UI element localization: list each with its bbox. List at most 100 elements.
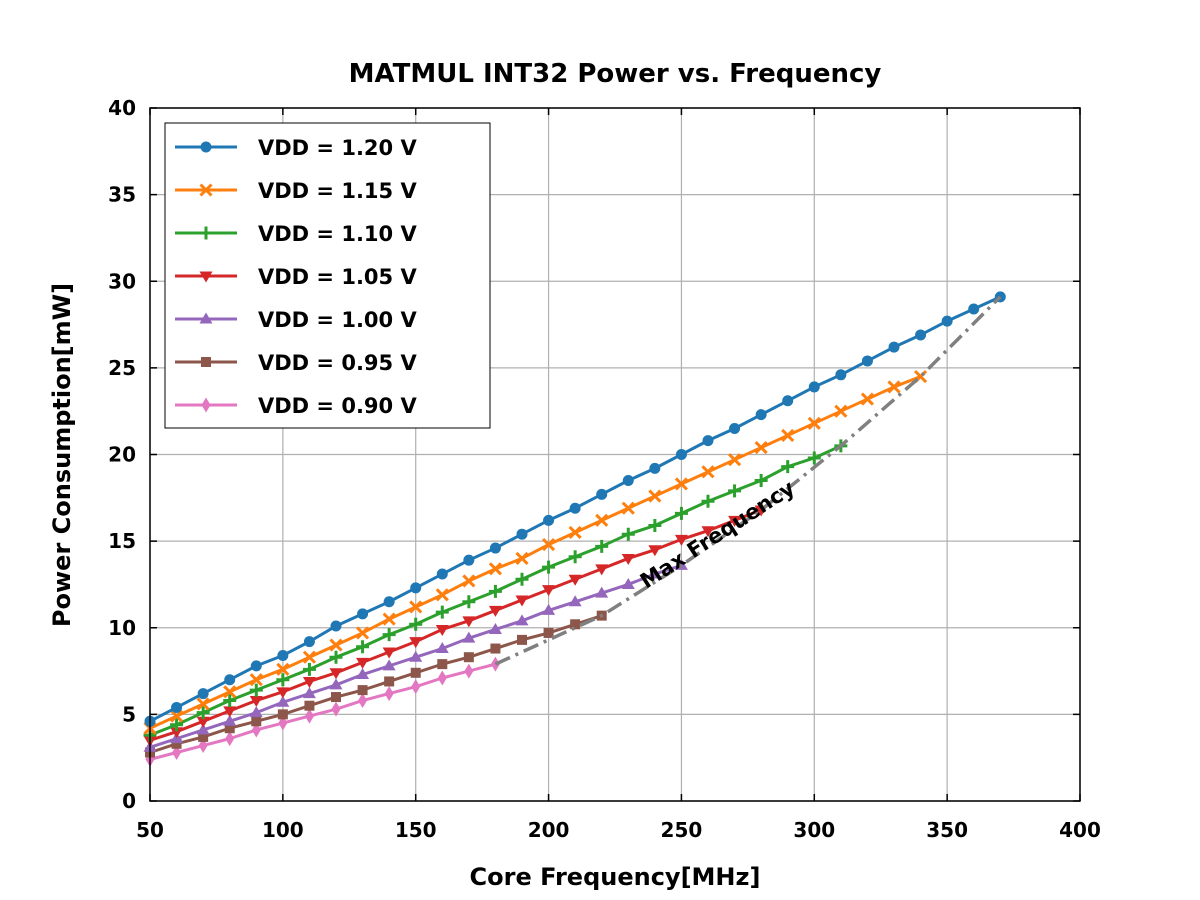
data-point (542, 560, 556, 574)
data-point (489, 542, 501, 554)
data-point (861, 355, 873, 367)
data-point (808, 381, 820, 393)
legend: VDD = 1.20 V VDD = 1.15 V VDD = 1.10 V VDD … (164, 122, 491, 429)
data-point (224, 723, 235, 734)
data-point (249, 683, 263, 697)
legend-item: VDD = 1.00 V (175, 308, 417, 332)
x-tick-label: 150 (395, 818, 437, 842)
data-point (488, 605, 502, 617)
legend-item: VDD = 1.15 V (175, 179, 417, 203)
data-point (568, 550, 582, 564)
data-point (329, 638, 343, 652)
data-point (515, 595, 529, 607)
y-tick-label: 30 (108, 269, 136, 293)
data-point (701, 465, 715, 479)
data-point (515, 614, 529, 626)
data-point (435, 605, 449, 619)
data-point (224, 674, 236, 686)
data-point (754, 473, 768, 487)
y-tick-label: 20 (108, 443, 136, 467)
data-point (383, 596, 395, 608)
data-point (888, 341, 900, 353)
data-point (516, 528, 528, 540)
data-point (223, 714, 237, 726)
x-tick-label: 100 (262, 818, 304, 842)
data-point (225, 731, 235, 747)
data-point (701, 494, 715, 508)
data-point (277, 649, 289, 661)
data-point (276, 673, 290, 687)
data-point (302, 650, 316, 664)
data-point (171, 701, 183, 713)
data-point (515, 551, 529, 566)
data-point (834, 404, 848, 418)
y-axis-label: Power Consumption[mW] (48, 283, 76, 627)
data-point (595, 564, 609, 576)
data-point (249, 696, 263, 708)
plot-frame (149, 107, 1081, 802)
data-point (729, 423, 741, 435)
data-point (276, 695, 290, 707)
data-point (276, 662, 290, 676)
series-120 (144, 291, 1006, 727)
data-point (304, 708, 314, 724)
data-point (648, 545, 662, 557)
data-point (331, 692, 341, 703)
legend-marker (199, 271, 213, 283)
data-point (410, 667, 421, 678)
data-point (621, 553, 635, 565)
legend-label: VDD = 1.10 V (258, 222, 417, 246)
data-point (674, 506, 688, 520)
data-point (488, 584, 502, 598)
data-point (382, 628, 396, 642)
data-point (329, 678, 343, 690)
data-point (251, 716, 262, 727)
data-point (568, 574, 582, 586)
legend-label: VDD = 1.05 V (258, 265, 417, 289)
data-point (702, 435, 714, 447)
data-point (276, 687, 290, 699)
data-point (411, 679, 421, 695)
series-090 (145, 656, 500, 767)
series-line (149, 662, 496, 761)
data-point (675, 449, 687, 460)
data-point (357, 685, 368, 696)
data-point (196, 697, 210, 711)
data-point (887, 380, 901, 394)
y-tick-label: 35 (108, 183, 136, 207)
data-point (384, 676, 395, 687)
legend-item: VDD = 1.10 V (175, 222, 417, 246)
data-point (304, 700, 315, 711)
data-point (648, 489, 662, 503)
y-tick-label: 10 (108, 616, 136, 640)
data-point (302, 687, 316, 699)
data-point (807, 451, 821, 465)
data-point (941, 315, 953, 327)
x-tick-label: 250 (661, 818, 703, 842)
y-tick-label: 40 (108, 96, 136, 120)
data-point (382, 659, 396, 671)
legend-label: VDD = 0.90 V (258, 394, 417, 418)
data-point (437, 670, 447, 686)
data-point (170, 709, 184, 723)
data-point (329, 650, 343, 664)
data-point (568, 525, 582, 540)
data-point (302, 662, 316, 676)
data-point (249, 673, 263, 687)
data-point (542, 585, 556, 597)
data-point (409, 600, 423, 614)
data-point (728, 515, 742, 527)
data-point (277, 709, 288, 720)
max-frequency-line (494, 295, 1002, 666)
data-point (356, 640, 370, 654)
data-point (807, 416, 821, 430)
data-point (543, 627, 554, 638)
x-tick-label: 400 (1059, 818, 1101, 842)
data-point (674, 558, 688, 570)
data-point (435, 642, 449, 654)
y-tick-label: 5 (122, 702, 136, 726)
data-point (781, 460, 795, 474)
data-point (196, 723, 210, 735)
data-point (968, 303, 980, 315)
x-axis-label: Core Frequency[MHz] (470, 863, 761, 891)
